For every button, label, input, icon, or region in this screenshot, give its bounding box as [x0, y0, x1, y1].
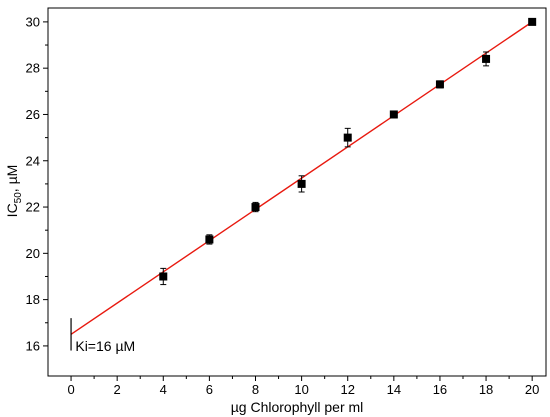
- y-axis-title: IC50, µM: [4, 165, 24, 218]
- x-tick-label: 10: [294, 382, 308, 397]
- y-tick-label: 18: [26, 292, 40, 307]
- x-tick-label: 16: [433, 382, 447, 397]
- x-tick-label: 8: [252, 382, 259, 397]
- x-tick-label: 18: [479, 382, 493, 397]
- y-tick-label: 28: [26, 61, 40, 76]
- data-point: [251, 203, 260, 212]
- annotation-label: Ki=16 µM: [75, 338, 135, 354]
- y-tick-label: 26: [26, 107, 40, 122]
- data-point: [297, 179, 306, 188]
- y-tick-label: 16: [26, 338, 40, 353]
- annotation: Ki=16 µM: [70, 318, 135, 354]
- data-point: [435, 80, 444, 89]
- axes: [47, 7, 547, 377]
- data-point: [159, 272, 168, 281]
- x-tick-label: 0: [67, 382, 74, 397]
- data-point: [205, 235, 214, 244]
- y-tick-label: 30: [26, 14, 40, 29]
- data-point: [389, 110, 398, 119]
- x-tick-label: 6: [206, 382, 213, 397]
- x-axis-title: µg Chlorophyll per ml: [231, 399, 364, 415]
- x-tick-label: 20: [525, 382, 539, 397]
- data-point: [528, 17, 537, 26]
- data-point: [343, 133, 352, 142]
- y-tick-label: 24: [26, 153, 40, 168]
- y-axis-title-main: IC: [4, 203, 20, 217]
- y-axis-title-subscript: 50: [13, 192, 24, 204]
- y-axis-title-unit: , µM: [4, 165, 20, 193]
- x-tick-label: 12: [340, 382, 354, 397]
- x-tick-label: 2: [114, 382, 121, 397]
- y-tick-label: 20: [26, 246, 40, 261]
- data-points: [159, 17, 537, 286]
- x-tick-label: 14: [387, 382, 401, 397]
- data-point: [482, 54, 491, 63]
- y-tick-label: 22: [26, 200, 40, 215]
- plot-frame: [47, 7, 547, 377]
- x-tick-label: 4: [160, 382, 167, 397]
